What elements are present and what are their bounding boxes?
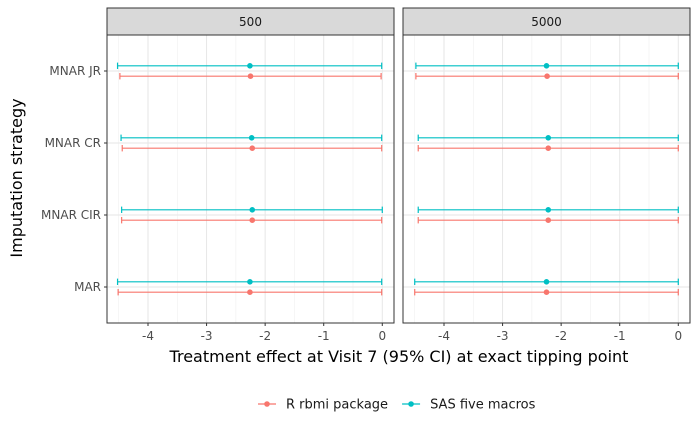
legend-key-point xyxy=(264,401,270,407)
legend-key-point xyxy=(408,401,414,407)
x-tick-label: -2 xyxy=(259,329,271,343)
panel-background xyxy=(403,35,690,323)
y-tick-label: MNAR CR xyxy=(45,136,101,150)
point-estimate xyxy=(249,145,256,151)
facet-panel-500: 500 xyxy=(106,7,395,324)
y-axis: MNAR JR MNAR CR MNAR CIR MAR xyxy=(41,64,107,294)
error-bar xyxy=(116,278,383,285)
error-bar xyxy=(417,206,679,213)
x-tick-label: 0 xyxy=(378,329,386,343)
point-estimate xyxy=(543,289,550,296)
point-estimate xyxy=(545,145,552,151)
x-axis-title: Treatment effect at Visit 7 (95% CI) at … xyxy=(169,347,629,366)
error-bar xyxy=(417,145,679,152)
x-tick-label: -2 xyxy=(555,329,567,343)
x-tick-label: 0 xyxy=(674,329,682,343)
y-tick-label: MNAR CIR xyxy=(41,208,101,222)
x-tick-label: -1 xyxy=(318,329,330,343)
facet-label: 5000 xyxy=(531,15,562,29)
facet-label: 500 xyxy=(239,15,262,29)
facet-panel-5000: 5000 xyxy=(402,7,691,324)
point-estimate xyxy=(544,73,550,79)
x-tick-label: -3 xyxy=(497,329,509,343)
error-bar xyxy=(414,278,679,285)
point-estimate xyxy=(247,63,253,69)
point-estimate xyxy=(543,63,550,69)
point-estimate xyxy=(247,73,254,79)
x-tick-label: -4 xyxy=(142,329,154,343)
error-bar xyxy=(417,217,679,224)
error-bar xyxy=(120,134,383,141)
panel-border xyxy=(106,34,395,324)
panel-border xyxy=(402,34,691,324)
y-tick-label: MAR xyxy=(74,280,101,294)
legend: R rbmi package SAS five macros xyxy=(258,398,536,413)
point-estimate xyxy=(249,207,256,213)
panel-background xyxy=(107,35,394,323)
error-bar xyxy=(415,73,679,80)
error-bar xyxy=(116,62,383,69)
error-bar xyxy=(414,289,679,296)
legend-item: SAS five macros xyxy=(402,398,536,413)
point-estimate xyxy=(543,279,550,285)
error-bar xyxy=(415,62,679,69)
error-bar xyxy=(119,73,382,80)
point-estimate xyxy=(545,207,552,213)
facet-panels: 500 5000 xyxy=(106,7,691,324)
error-bar xyxy=(121,145,383,152)
error-bar xyxy=(417,134,679,141)
error-bar xyxy=(117,289,383,296)
legend-item: R rbmi package xyxy=(258,398,388,413)
point-estimate xyxy=(248,135,255,141)
facet-strip xyxy=(106,7,395,36)
x-axis: -4 -3 -2 -1 0 -4 -3 -2 -1 0 xyxy=(142,323,682,343)
point-estimate xyxy=(247,289,253,296)
point-estimate xyxy=(247,279,253,285)
error-bar xyxy=(121,206,383,213)
y-tick-label: MNAR JR xyxy=(49,64,101,78)
point-estimate xyxy=(545,217,552,223)
x-tick-label: -3 xyxy=(201,329,213,343)
y-axis-title: Imputation strategy xyxy=(7,98,26,257)
point-estimate xyxy=(249,217,256,223)
point-estimate xyxy=(545,135,552,141)
error-bar xyxy=(121,217,383,224)
legend-label: R rbmi package xyxy=(286,398,388,413)
legend-label: SAS five macros xyxy=(430,398,536,413)
x-tick-label: -4 xyxy=(438,329,450,343)
x-tick-label: -1 xyxy=(614,329,626,343)
